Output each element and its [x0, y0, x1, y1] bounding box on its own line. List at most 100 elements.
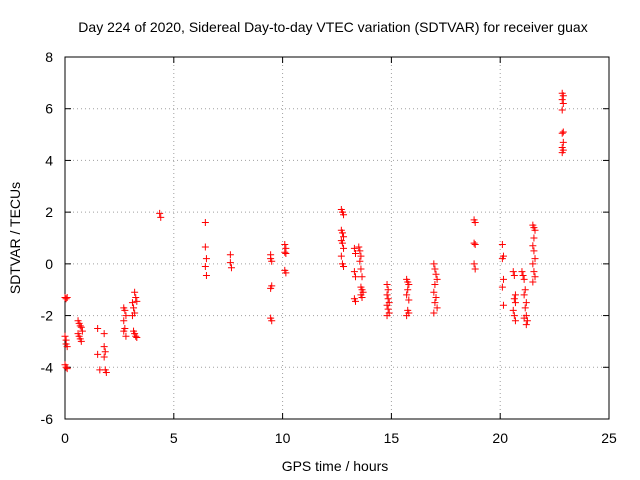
data-point — [529, 242, 537, 250]
data-point — [94, 325, 102, 332]
data-point — [510, 312, 518, 320]
data-point — [559, 92, 567, 100]
data-point — [100, 330, 108, 338]
data-point — [227, 264, 235, 272]
data-point — [358, 293, 366, 301]
data-point — [403, 312, 411, 320]
x-tick-label: 20 — [492, 430, 508, 446]
data-point — [100, 343, 108, 351]
data-point — [470, 239, 478, 247]
data-point — [470, 260, 478, 268]
data-point — [130, 304, 138, 312]
data-point — [498, 283, 506, 291]
data-point — [384, 295, 392, 303]
data-point — [201, 218, 209, 226]
data-point — [430, 260, 438, 268]
data-point — [62, 363, 70, 371]
data-point — [558, 149, 566, 157]
data-point — [509, 306, 517, 314]
data-point — [510, 295, 518, 303]
y-tick-label: -2 — [41, 308, 54, 324]
data-point — [522, 299, 530, 307]
data-point — [509, 268, 517, 276]
data-point — [558, 106, 566, 114]
data-point — [268, 257, 276, 265]
data-point — [133, 297, 141, 305]
data-point — [511, 291, 519, 299]
x-tick-label: 10 — [275, 430, 291, 446]
data-point — [340, 262, 348, 270]
y-tick-label: 2 — [45, 204, 53, 220]
data-point — [520, 275, 528, 283]
data-point — [383, 312, 391, 320]
x-tick-label: 15 — [384, 430, 400, 446]
data-point — [338, 229, 346, 237]
data-point — [529, 278, 537, 286]
data-point — [384, 286, 392, 294]
data-point — [521, 304, 529, 312]
data-point — [559, 128, 567, 136]
data-point — [201, 262, 209, 270]
data-point — [383, 301, 391, 309]
data-point — [350, 244, 358, 252]
data-point — [559, 100, 567, 108]
data-point — [432, 270, 440, 278]
data-point — [471, 265, 479, 273]
grid — [65, 57, 609, 419]
data-point — [433, 275, 441, 283]
data-point — [122, 312, 130, 320]
data-point — [338, 239, 346, 247]
data-point — [63, 343, 71, 351]
data-point — [511, 299, 519, 307]
data-point — [131, 288, 139, 296]
data-point — [530, 247, 538, 255]
y-tick-label: 4 — [45, 152, 53, 168]
data-point — [61, 332, 69, 340]
data-point — [558, 96, 566, 104]
data-point — [383, 281, 391, 289]
y-tick-label: 8 — [45, 49, 53, 65]
data-point — [340, 233, 348, 241]
data-point — [63, 365, 71, 373]
data-point — [337, 252, 345, 260]
data-point — [226, 251, 234, 259]
data-point — [430, 309, 438, 317]
data-point — [121, 306, 129, 314]
data-point — [122, 332, 130, 340]
data-point — [201, 243, 209, 251]
data-point — [78, 327, 86, 335]
data-point — [432, 293, 440, 301]
data-point — [157, 213, 165, 221]
data-point — [100, 353, 108, 361]
data-point — [133, 334, 141, 342]
data-point — [519, 271, 527, 279]
data-point — [404, 286, 412, 294]
data-point — [120, 327, 128, 335]
y-tick-label: 6 — [45, 101, 53, 117]
data-point — [521, 286, 529, 294]
data-point — [520, 291, 528, 299]
data-point — [531, 255, 539, 263]
data-point — [471, 240, 479, 248]
data-point — [518, 268, 526, 276]
data-point — [102, 368, 110, 376]
data-point — [355, 243, 363, 251]
plot-frame — [64, 56, 610, 420]
x-tick-label: 25 — [601, 430, 617, 446]
data-point — [226, 259, 234, 267]
data-point — [530, 268, 538, 276]
data-point — [523, 317, 531, 325]
data-point — [340, 244, 348, 252]
data-point — [529, 260, 537, 268]
data-point — [101, 348, 109, 356]
y-tick-label: -4 — [41, 359, 54, 375]
data-points — [61, 89, 567, 376]
data-point — [132, 332, 140, 340]
data-point — [430, 288, 438, 296]
data-point — [120, 317, 128, 325]
data-point — [403, 291, 411, 299]
data-point — [356, 247, 364, 255]
data-point — [156, 209, 164, 217]
data-point — [384, 305, 392, 313]
